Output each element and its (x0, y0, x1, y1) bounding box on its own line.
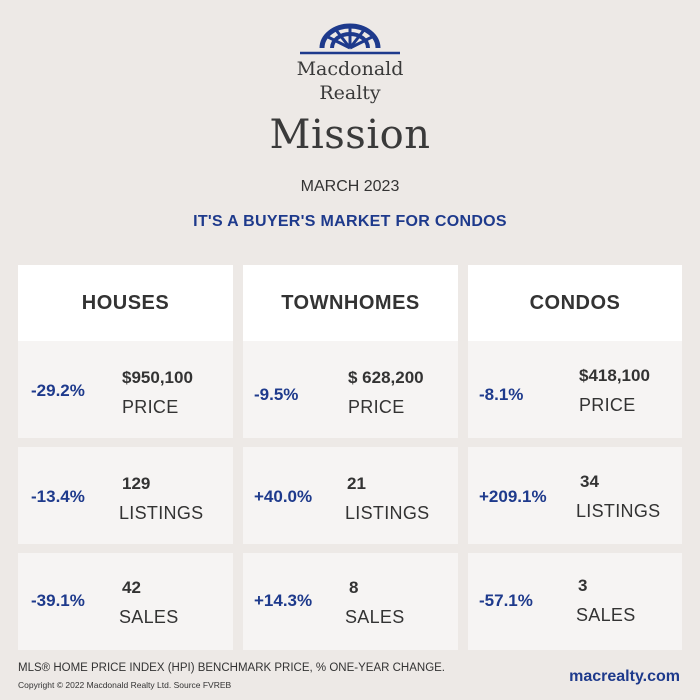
townhomes-price-change: -9.5% (254, 385, 299, 404)
houses-price-value: $950,100 (122, 368, 193, 387)
houses-listings-value: 129 (122, 474, 151, 493)
report-date: MARCH 2023 (300, 178, 400, 195)
condos-listings-card: +209.1% 34 LISTINGS (468, 447, 682, 544)
condos-sales-card: -57.1% 3 SALES (468, 553, 682, 650)
townhomes-sales-label: SALES (345, 607, 405, 627)
townhomes-price-label: PRICE (348, 397, 405, 417)
city-title: Mission (269, 112, 431, 158)
houses-sales-card: -39.1% 42 SALES (18, 553, 233, 650)
condos-sales-change: -57.1% (479, 591, 533, 610)
condos-price-value: $418,100 (579, 366, 650, 385)
condos-price-card: -8.1% $418,100 PRICE (468, 341, 682, 438)
condos-sales-value: 3 (578, 576, 588, 595)
townhomes-sales-change: +14.3% (254, 591, 313, 610)
condos-listings-value: 34 (580, 472, 599, 491)
condos-price-label: PRICE (579, 395, 636, 415)
market-tagline: IT'S A BUYER'S MARKET FOR CONDOS (193, 213, 507, 230)
townhomes-title: TOWNHOMES (281, 291, 420, 314)
townhomes-price-card: -9.5% $ 628,200 PRICE (243, 341, 458, 438)
website-link[interactable]: macrealty.com (569, 668, 680, 685)
condos-sales-label: SALES (576, 605, 636, 625)
townhomes-sales-value: 8 (349, 578, 359, 597)
townhomes-price-value: $ 628,200 (348, 368, 424, 387)
sunburst-logo-icon (300, 23, 400, 55)
brand-name-line1: Macdonald (296, 58, 404, 80)
footer-copyright: Copyright © 2022 Macdonald Realty Ltd. S… (18, 680, 232, 690)
houses-listings-change: -13.4% (31, 487, 85, 506)
townhomes-listings-value: 21 (347, 474, 366, 493)
houses-sales-label: SALES (119, 607, 179, 627)
houses-sales-value: 42 (122, 578, 141, 597)
houses-title: HOUSES (81, 291, 170, 314)
townhomes-listings-change: +40.0% (254, 487, 313, 506)
houses-sales-change: -39.1% (31, 591, 85, 610)
houses-header: HOUSES (18, 265, 233, 341)
condos-listings-change: +209.1% (479, 487, 547, 506)
condos-price-change: -8.1% (479, 385, 524, 404)
townhomes-listings-card: +40.0% 21 LISTINGS (243, 447, 458, 544)
houses-listings-card: -13.4% 129 LISTINGS (18, 447, 233, 544)
houses-price-change: -29.2% (31, 381, 85, 400)
townhomes-header: TOWNHOMES (243, 265, 458, 341)
houses-price-label: PRICE (122, 397, 179, 417)
houses-price-card: -29.2% $950,100 PRICE (18, 341, 233, 438)
condos-listings-label: LISTINGS (576, 501, 661, 521)
footer-methodology-note: MLS® HOME PRICE INDEX (HPI) BENCHMARK PR… (18, 662, 446, 674)
houses-listings-label: LISTINGS (119, 503, 204, 523)
townhomes-sales-card: +14.3% 8 SALES (243, 553, 458, 650)
condos-header: CONDOS (468, 265, 682, 341)
brand-name-line2: Realty (319, 82, 381, 104)
condos-title: CONDOS (529, 291, 621, 314)
brand-logo: Macdonald Realty (0, 20, 700, 104)
townhomes-listings-label: LISTINGS (345, 503, 430, 523)
